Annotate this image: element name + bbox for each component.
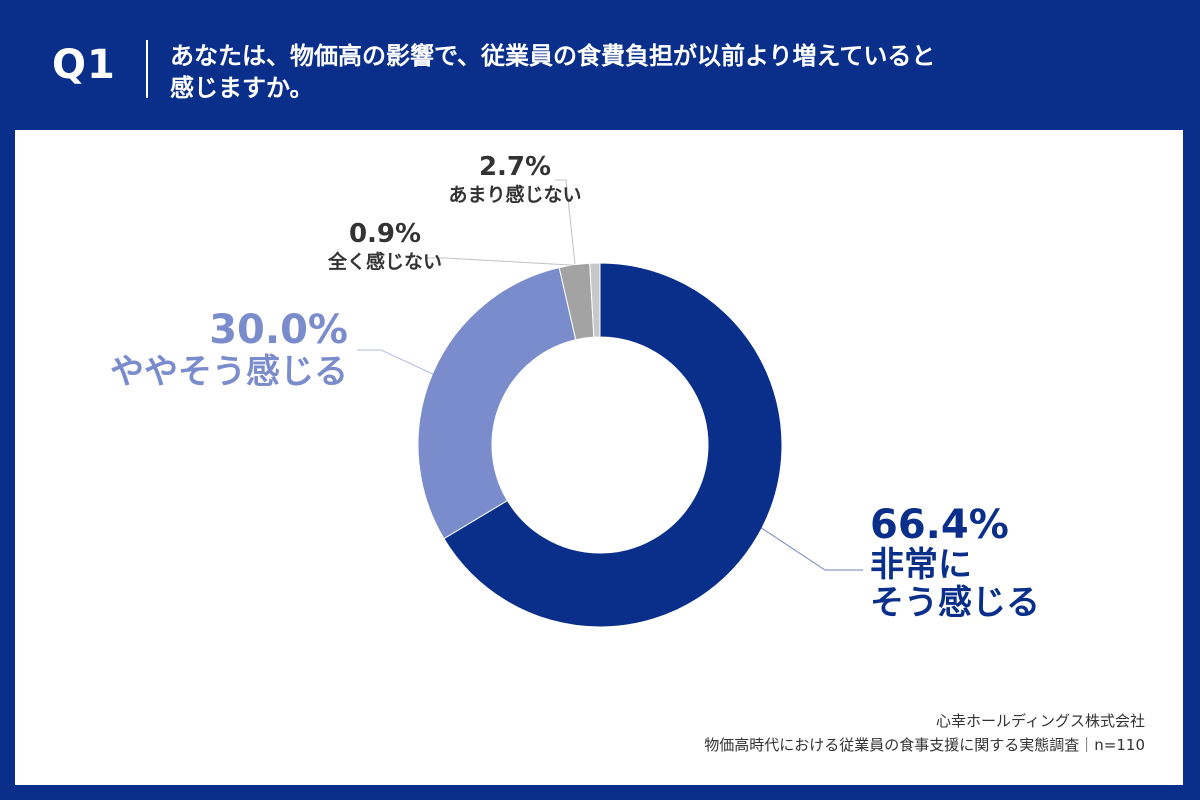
question-line-2: 感じますか。 [170,74,314,102]
value-label-1: 66.4% [870,502,1009,548]
category-label-1-1: 非常に [870,545,972,585]
leader-line-4 [425,257,588,267]
slice-2 [417,267,577,540]
footer: 心幸ホールディングス株式会社 物価高時代における従業員の食事支援に関する実態調査… [704,709,1145,757]
question-text: あなたは、物価高の影響で、従業員の食費負担が以前より増えていると 感じますか。 [170,40,1150,104]
leader-line-3 [555,179,576,265]
value-label-3: 2.7% [479,152,551,182]
category-label-3-1: あまり感じない [448,183,581,206]
footer-company: 心幸ホールディングス株式会社 [936,712,1145,730]
slice-4 [589,262,601,338]
question-number: Q1 [52,42,116,88]
category-label-2-1: ややそう感じる [110,352,348,392]
chart-slices [417,262,783,628]
footer-survey: 物価高時代における従業員の食事支援に関する実態調査｜n=110 [704,736,1145,754]
header-divider [146,40,148,98]
header: Q1 あなたは、物価高の影響で、従業員の食費負担が以前より増えていると 感じます… [0,0,1200,130]
chart-card: 66.4% 非常に そう感じる 30.0% ややそう感じる 2.7% あまり感じない 0.9%… [15,130,1183,785]
value-label-4: 0.9% [349,219,421,249]
value-label-2: 30.0% [209,307,348,353]
leader-line-2 [357,349,436,376]
category-label-4-1: 全く感じない [327,250,442,273]
question-line-1: あなたは、物価高の影響で、従業員の食費負担が以前より増えていると [170,42,936,70]
leader-lines [357,179,863,571]
slice-1 [443,262,783,628]
category-label-1-2: そう感じる [870,583,1040,623]
leader-line-1 [756,524,863,571]
